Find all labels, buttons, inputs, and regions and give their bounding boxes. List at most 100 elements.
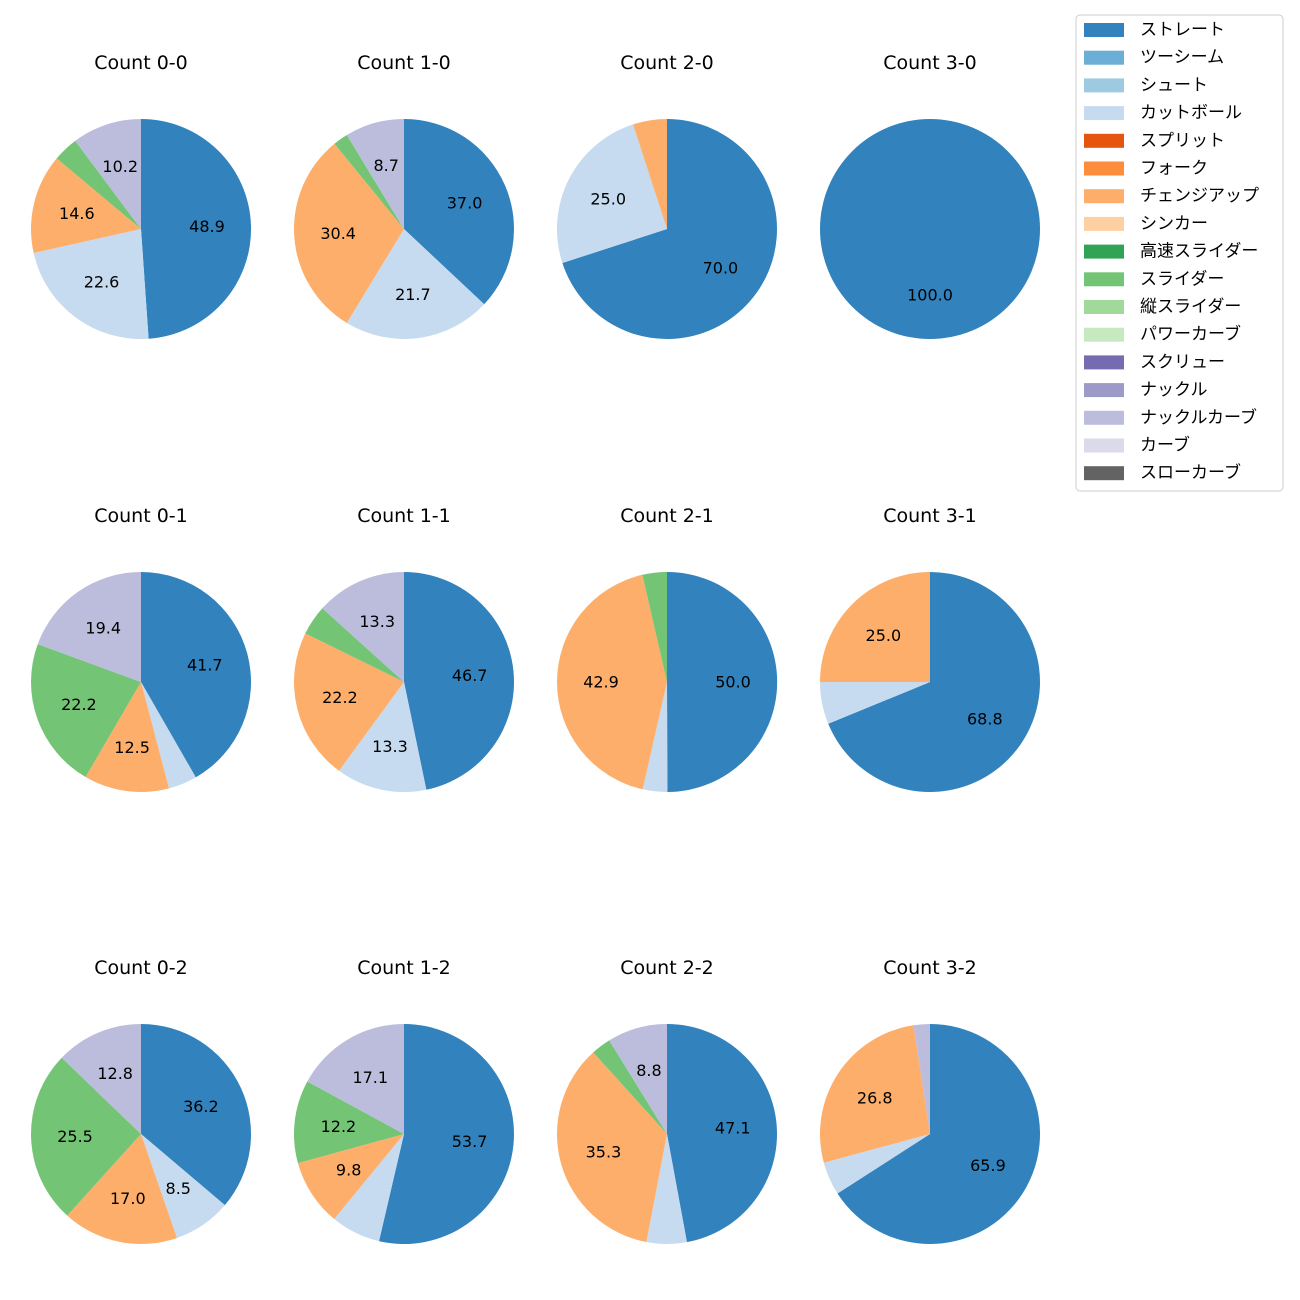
- pie-slice: [642, 572, 667, 682]
- pie-slice: [31, 1057, 141, 1216]
- pie-slice: [667, 571, 778, 792]
- pie-slice: [556, 124, 667, 263]
- pie-slice: [346, 119, 404, 229]
- legend-swatch: [1084, 466, 1124, 481]
- pie-chart: Count 2-1 50.0 42.9: [557, 505, 778, 793]
- legend-swatch: [1084, 300, 1124, 314]
- slice-label: 25.0: [590, 190, 626, 209]
- slice-label: 10.2: [102, 157, 138, 176]
- pie-slice: [307, 1024, 404, 1134]
- pie-title: Count 3-0: [883, 52, 977, 74]
- legend-label: ツーシーム: [1140, 48, 1224, 68]
- legend-swatch: [1084, 244, 1124, 259]
- pie-chart: Count 1-1 46.7 13.3 22.2 13.3: [294, 505, 515, 793]
- slice-label: 12.8: [97, 1064, 133, 1083]
- legend-item: カーブ: [1084, 435, 1190, 456]
- legend-swatch: [1084, 216, 1124, 231]
- pie-slice: [339, 682, 427, 793]
- legend-label: スライダー: [1140, 269, 1224, 289]
- legend-label: スローカーブ: [1140, 462, 1241, 483]
- slice-label: 22.6: [84, 272, 120, 291]
- legend-label: スプリット: [1140, 131, 1225, 151]
- pie-chart: Count 0-0 48.9 22.6 14.6 10.2: [31, 52, 252, 340]
- pie-slice: [379, 1024, 514, 1244]
- pie-chart: Count 1-2 53.7 9.8 12.2 17.1: [294, 957, 514, 1244]
- pie-charts: Count 0-0 48.9 22.6 14.6 10.2 Count 1-0 37.0 21…: [31, 52, 1041, 1245]
- pie-slice: [33, 229, 149, 340]
- pie-slice: [37, 572, 141, 682]
- pie-slice: [334, 1134, 404, 1242]
- pie-slice: [404, 119, 515, 305]
- slice-label: 8.5: [166, 1179, 191, 1198]
- pie-slice: [837, 1024, 1041, 1244]
- slice-label: 37.0: [447, 193, 483, 212]
- pie-slice: [31, 158, 142, 253]
- legend-item: パワーカーブ: [1084, 324, 1241, 345]
- slice-label: 35.3: [586, 1142, 622, 1161]
- pie-slice: [593, 1040, 667, 1134]
- pie-slice: [609, 1024, 667, 1134]
- slice-label: 25.5: [57, 1127, 93, 1146]
- legend-label: パワーカーブ: [1140, 324, 1241, 345]
- pie-chart: Count 0-1 41.7 12.5 22.2 19.4: [31, 505, 252, 792]
- pie-chart: Count 3-0 100.0: [820, 52, 1040, 339]
- pie-slice: [322, 572, 404, 682]
- pie-slice: [61, 1024, 141, 1134]
- legend-item: スローカーブ: [1084, 462, 1241, 483]
- slice-label: 12.2: [321, 1117, 357, 1136]
- pie-chart: Count 2-0 70.0 25.0: [556, 52, 777, 339]
- legend-label: チェンジアップ: [1140, 186, 1259, 206]
- pie-slice: [633, 119, 667, 229]
- legend-swatch: [1084, 78, 1124, 93]
- slice-label: 8.7: [373, 156, 398, 175]
- slice-label: 53.7: [452, 1132, 488, 1151]
- slice-label: 36.2: [183, 1097, 219, 1116]
- slice-label: 46.7: [452, 666, 488, 685]
- legend-label: カットボール: [1140, 103, 1242, 123]
- pie-slice: [141, 1024, 252, 1206]
- pie-slice: [820, 1025, 930, 1163]
- slice-label: 22.2: [61, 695, 97, 714]
- legend-swatch: [1084, 161, 1124, 176]
- legend-swatch: [1084, 410, 1124, 425]
- slice-label: 22.2: [322, 688, 358, 707]
- legend-label: 高速スライダー: [1140, 242, 1258, 262]
- pie-slice: [293, 143, 404, 323]
- slice-label: 17.0: [110, 1189, 146, 1208]
- pie-slice: [141, 118, 252, 339]
- slice-label: 13.3: [359, 612, 395, 631]
- slice-label: 41.7: [187, 655, 223, 674]
- pie-slice: [294, 1081, 404, 1164]
- slice-label: 25.0: [866, 626, 902, 645]
- pie-slice: [67, 1134, 177, 1245]
- slice-label: 42.9: [583, 673, 619, 692]
- pie-slice: [294, 633, 404, 771]
- pie-title: Count 0-1: [94, 505, 188, 527]
- pie-slice: [85, 682, 170, 792]
- pie-slice: [823, 1134, 930, 1194]
- pie-slice: [141, 682, 196, 789]
- legend-items: ストレートツーシームシュートカットボールスプリットフォークチェンジアップシンカー…: [1084, 20, 1259, 483]
- legend-swatch: [1084, 23, 1124, 37]
- slice-label: 13.3: [372, 737, 408, 756]
- slice-label: 21.7: [395, 285, 431, 304]
- legend-swatch: [1084, 438, 1124, 453]
- slice-label: 100.0: [907, 286, 953, 305]
- legend-label: シンカー: [1140, 214, 1208, 234]
- legend-item: スクリュー: [1084, 352, 1225, 372]
- legend-label: フォーク: [1140, 159, 1208, 179]
- pie-title: Count 2-1: [620, 505, 714, 527]
- pie-chart: Count 3-1 68.8 25.0: [819, 505, 1040, 792]
- pie-slice: [297, 1134, 404, 1220]
- legend-item: ストレート: [1084, 20, 1225, 40]
- pie-slice: [404, 572, 515, 790]
- pie-title: Count 1-1: [357, 505, 451, 527]
- pie-chart: Count 1-0 37.0 21.7 30.4 8.7: [293, 52, 515, 340]
- legend-label: ストレート: [1140, 20, 1225, 40]
- slice-label: 30.4: [320, 224, 356, 243]
- legend-frame: [1075, 14, 1284, 492]
- pie-slice: [556, 1052, 667, 1243]
- pie-slice: [828, 572, 1040, 792]
- legend-item: ツーシーム: [1084, 48, 1224, 68]
